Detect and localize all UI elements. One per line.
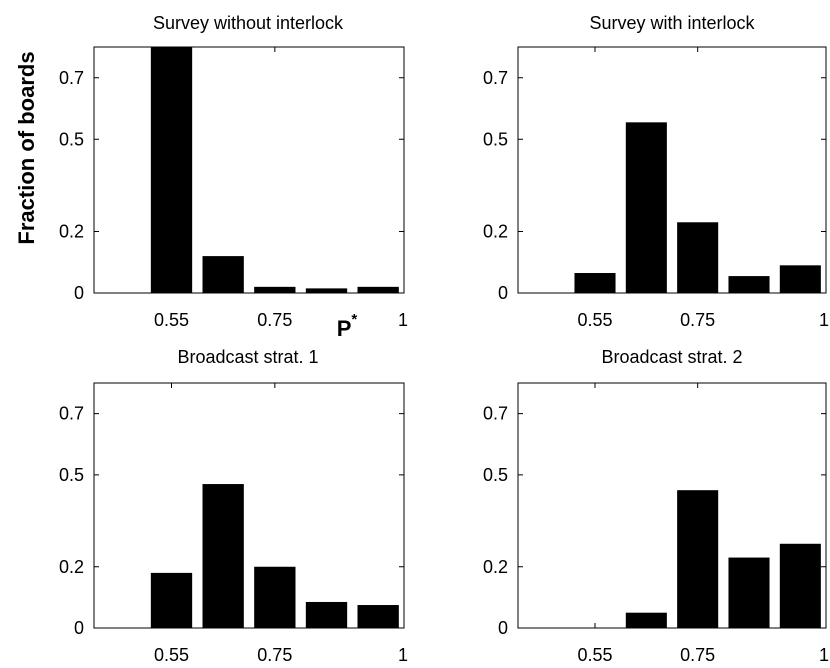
x-axis-label: P* bbox=[337, 311, 358, 341]
bars bbox=[574, 122, 821, 293]
bar bbox=[202, 256, 244, 293]
panel-top-right: Survey with interlock 0 0.2 0.5 0.7 0.55 0.75… bbox=[483, 13, 829, 330]
y-tick-label: 0.2 bbox=[59, 222, 84, 242]
panel-title: Broadcast strat. 2 bbox=[601, 347, 742, 367]
ticks: 0 0.2 0.5 0.7 0.55 0.75 1 bbox=[483, 47, 829, 330]
y-tick-label: 0.5 bbox=[59, 129, 84, 149]
x-tick-label: 0.75 bbox=[257, 310, 292, 330]
bar bbox=[625, 122, 667, 293]
y-tick-label: 0 bbox=[74, 618, 84, 638]
bar bbox=[305, 601, 348, 628]
y-tick-label: 0.5 bbox=[483, 129, 508, 149]
bar bbox=[254, 566, 296, 628]
x-axis-label-sup: * bbox=[351, 311, 357, 328]
y-tick-label: 0.7 bbox=[59, 68, 84, 88]
bar bbox=[150, 572, 193, 629]
y-tick-label: 0.7 bbox=[483, 404, 508, 424]
panel-title: Survey with interlock bbox=[589, 13, 755, 33]
y-tick-label: 0.2 bbox=[59, 557, 84, 577]
x-tick-label: 0.55 bbox=[154, 310, 189, 330]
bar bbox=[728, 276, 770, 293]
bar bbox=[305, 288, 348, 293]
x-tick-label: 0.75 bbox=[680, 645, 715, 665]
y-tick-label: 0.7 bbox=[483, 68, 508, 88]
y-tick-label: 0 bbox=[498, 618, 508, 638]
x-tick-label: 0.55 bbox=[577, 645, 612, 665]
panel-bottom-right: Broadcast strat. 2 0 0.2 0.5 0.7 0.55 0.75 1 bbox=[483, 347, 829, 665]
bar bbox=[574, 273, 616, 293]
ticks: 0 0.2 0.5 0.7 0.55 0.75 1 bbox=[59, 47, 408, 330]
x-axis-label-base: P bbox=[337, 316, 352, 341]
axes-box bbox=[93, 46, 405, 294]
bar bbox=[779, 543, 821, 628]
bars bbox=[625, 490, 821, 628]
y-axis-label: Fraction of boards bbox=[14, 51, 39, 244]
y-tick-label: 0.5 bbox=[59, 465, 84, 485]
x-tick-label: 0.55 bbox=[577, 310, 612, 330]
panel-title: Broadcast strat. 1 bbox=[177, 347, 318, 367]
bars bbox=[150, 47, 399, 293]
bar bbox=[150, 47, 193, 293]
bar bbox=[677, 222, 719, 293]
x-tick-label: 1 bbox=[398, 310, 408, 330]
bar bbox=[728, 557, 770, 628]
bar bbox=[779, 265, 821, 293]
x-tick-label: 0.75 bbox=[680, 310, 715, 330]
panel-top-left: Survey without interlock 00.20.50.70.55 0… bbox=[59, 13, 408, 330]
y-tick-label: 0.2 bbox=[483, 222, 508, 242]
ticks: 0 0.2 0.5 0.7 0.55 0.75 1 bbox=[59, 383, 408, 665]
axes-box bbox=[93, 382, 405, 629]
axes-box bbox=[517, 382, 827, 629]
panel-bottom-left: Broadcast strat. 1 0 0.2 0.5 0.7 0.55 0.75 1 bbox=[59, 347, 408, 665]
y-tick-label: 0.7 bbox=[59, 404, 84, 424]
x-tick-label: 1 bbox=[398, 645, 408, 665]
bar bbox=[357, 286, 399, 293]
bar bbox=[625, 612, 667, 628]
y-tick-label: 0 bbox=[498, 283, 508, 303]
bar bbox=[357, 605, 399, 628]
ticks: 0 0.2 0.5 0.7 0.55 0.75 1 bbox=[483, 383, 829, 665]
bars bbox=[150, 484, 399, 629]
y-tick-label: 0.2 bbox=[483, 557, 508, 577]
bar bbox=[202, 484, 244, 628]
x-tick-label: 0.75 bbox=[257, 645, 292, 665]
axes-box bbox=[517, 46, 827, 294]
panel-title: Survey without interlock bbox=[153, 13, 344, 33]
x-tick-label: 1 bbox=[819, 645, 829, 665]
y-tick-label: 0.5 bbox=[483, 465, 508, 485]
y-tick-label: 0 bbox=[74, 283, 84, 303]
bar bbox=[677, 490, 719, 628]
x-tick-label: 0.55 bbox=[154, 645, 189, 665]
x-tick-label: 1 bbox=[819, 310, 829, 330]
